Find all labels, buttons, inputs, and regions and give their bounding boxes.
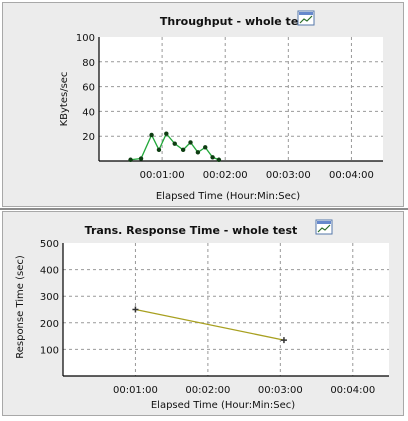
chart-options-icon[interactable]: [297, 10, 315, 26]
y-tick-label: 400: [40, 266, 59, 277]
plot-area: [99, 37, 383, 161]
data-point: [156, 147, 162, 153]
data-point: [128, 157, 133, 162]
data-point: [164, 131, 169, 136]
response-time-panel: Trans. Response Time - whole test Respon…: [2, 211, 404, 416]
data-point: [132, 306, 139, 313]
data-point: [180, 147, 186, 153]
x-tick-label: 00:03:00: [266, 170, 311, 181]
chart-title: Trans. Response Time - whole test: [85, 224, 298, 237]
x-axis-label: Elapsed Time (Hour:Min:Sec): [156, 191, 300, 202]
y-tick-label: 100: [76, 33, 95, 44]
x-tick-label: 00:04:00: [329, 170, 374, 181]
plot-area: [63, 243, 389, 376]
x-tick-label: 00:04:00: [330, 385, 375, 396]
data-point: [188, 140, 193, 145]
x-axis-label: Elapsed Time (Hour:Min:Sec): [151, 400, 295, 411]
chart-title: Throughput - whole test: [160, 15, 310, 28]
data-point: [203, 145, 208, 150]
throughput-panel: Throughput - whole test KBytes/sec Elaps…: [2, 2, 404, 207]
series-line: [135, 308, 285, 341]
x-tick-label: 00:01:00: [113, 385, 158, 396]
y-axis-label: KBytes/sec: [59, 72, 70, 127]
y-tick-label: 300: [40, 292, 59, 303]
data-point: [280, 337, 287, 344]
data-point: [149, 132, 154, 138]
y-tick-label: 20: [82, 132, 95, 143]
chart-options-icon[interactable]: [315, 219, 333, 235]
data-point: [195, 150, 201, 155]
data-point: [138, 156, 144, 161]
response-time-chart: Trans. Response Time - whole test Respon…: [15, 219, 389, 411]
throughput-chart: Throughput - whole test KBytes/sec Elaps…: [59, 10, 383, 202]
y-tick-label: 80: [82, 58, 95, 69]
x-tick-label: 00:02:00: [203, 170, 248, 181]
data-point: [216, 157, 222, 162]
y-tick-label: 40: [82, 107, 95, 118]
y-tick-label: 200: [40, 319, 59, 330]
y-tick-label: 100: [40, 345, 59, 356]
y-axis-label: Response Time (sec): [15, 255, 26, 359]
x-tick-label: 00:03:00: [258, 385, 303, 396]
x-tick-label: 00:01:00: [140, 170, 185, 181]
panel-divider: [0, 208, 408, 210]
data-point: [172, 141, 177, 146]
y-tick-label: 500: [40, 239, 59, 250]
data-point: [210, 155, 215, 160]
y-tick-label: 60: [82, 83, 95, 94]
x-tick-label: 00:02:00: [185, 385, 230, 396]
